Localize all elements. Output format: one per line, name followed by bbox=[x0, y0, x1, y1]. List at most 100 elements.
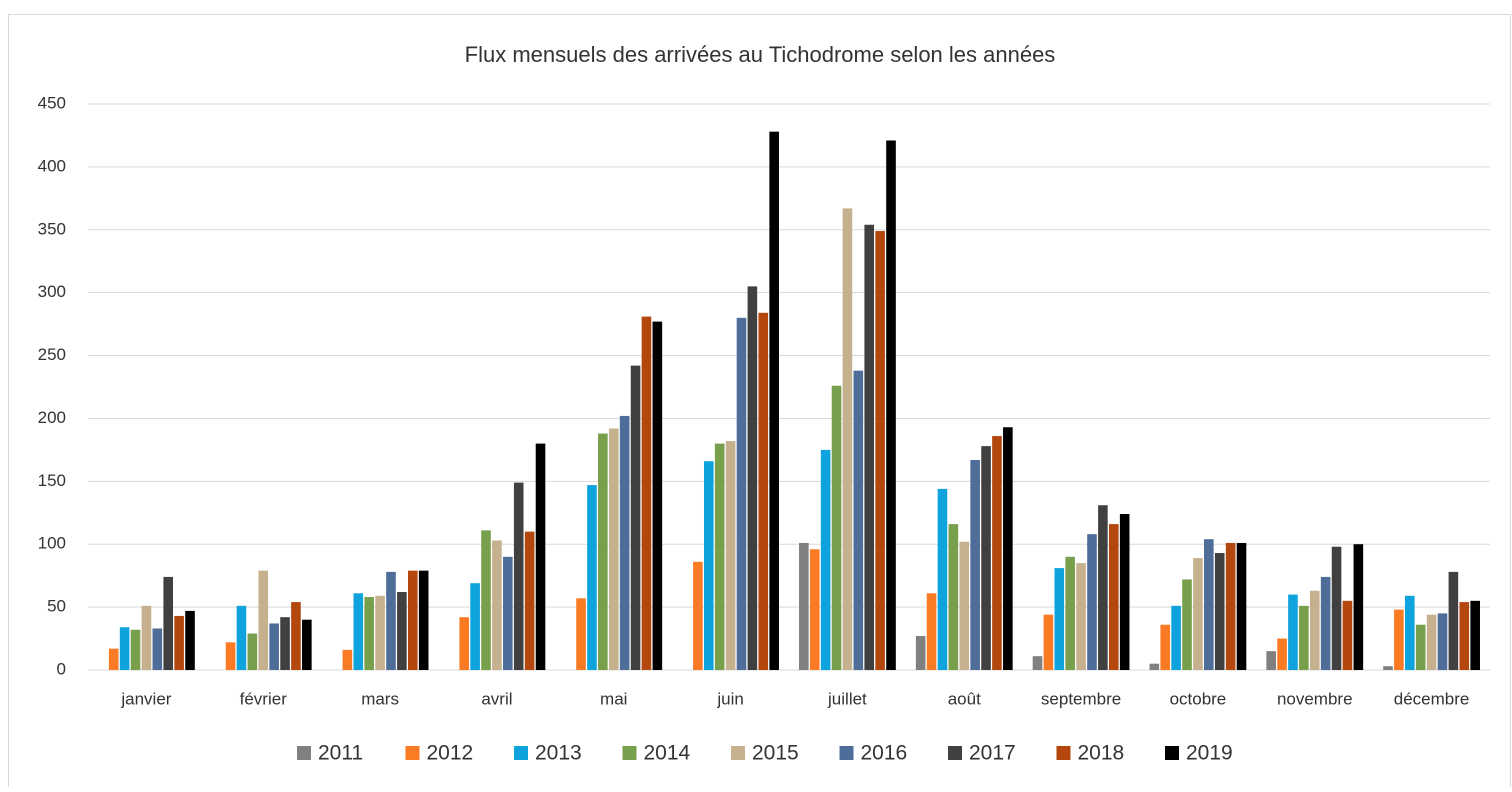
bar bbox=[598, 433, 608, 670]
legend-label: 2019 bbox=[1186, 742, 1233, 765]
bar bbox=[831, 385, 842, 670]
bar bbox=[992, 436, 1002, 670]
bar bbox=[948, 524, 959, 670]
bar bbox=[1459, 602, 1470, 670]
bar bbox=[1182, 579, 1192, 670]
bar bbox=[587, 485, 597, 670]
bar bbox=[364, 597, 374, 670]
bar bbox=[842, 208, 853, 670]
bar bbox=[185, 610, 195, 670]
bar bbox=[937, 488, 948, 670]
bar bbox=[1098, 505, 1108, 670]
bar bbox=[1288, 594, 1298, 670]
bar bbox=[152, 628, 163, 670]
legend-label: 2012 bbox=[427, 742, 474, 765]
legend-swatch bbox=[948, 746, 962, 760]
x-tick-label: janvier bbox=[120, 689, 171, 708]
bar bbox=[1320, 576, 1331, 670]
bar bbox=[236, 605, 247, 670]
bar bbox=[1426, 614, 1437, 670]
legend-swatch bbox=[731, 746, 745, 760]
bar bbox=[1160, 624, 1171, 670]
legend-swatch bbox=[297, 746, 311, 760]
bar bbox=[225, 642, 236, 670]
bar bbox=[1214, 553, 1225, 670]
bar bbox=[247, 633, 258, 670]
bar bbox=[513, 482, 524, 670]
legend-label: 2017 bbox=[969, 742, 1016, 765]
x-tick-label: juin bbox=[716, 689, 743, 708]
y-tick-label: 300 bbox=[38, 282, 66, 301]
bar bbox=[291, 602, 301, 670]
bar bbox=[524, 531, 535, 670]
bar bbox=[130, 629, 141, 670]
bar bbox=[736, 317, 747, 670]
bar bbox=[1448, 571, 1459, 670]
x-tick-label: septembre bbox=[1041, 689, 1121, 708]
bar bbox=[119, 627, 130, 670]
bar bbox=[1076, 563, 1086, 670]
y-tick-label: 50 bbox=[47, 597, 66, 616]
bar bbox=[386, 571, 396, 670]
bar bbox=[141, 605, 152, 670]
bar bbox=[714, 443, 725, 670]
bar bbox=[1309, 590, 1320, 670]
bar bbox=[418, 570, 429, 670]
bar bbox=[1043, 614, 1054, 670]
legend-label: 2014 bbox=[644, 742, 691, 765]
bar bbox=[353, 593, 364, 670]
bar bbox=[535, 443, 546, 670]
bar bbox=[1225, 542, 1236, 670]
legend-swatch bbox=[514, 746, 528, 760]
x-tick-label: novembre bbox=[1277, 689, 1353, 708]
bar bbox=[915, 636, 926, 670]
y-tick-label: 350 bbox=[38, 219, 66, 238]
x-tick-label: août bbox=[948, 689, 981, 708]
bar bbox=[108, 648, 119, 670]
bar bbox=[1342, 600, 1353, 670]
bar bbox=[174, 615, 184, 670]
bar bbox=[747, 286, 758, 670]
bar bbox=[1087, 534, 1097, 670]
bar bbox=[1032, 656, 1043, 670]
bar bbox=[1353, 544, 1364, 670]
legend-swatch bbox=[622, 746, 637, 760]
legend-label: 2015 bbox=[752, 742, 799, 765]
legend-swatch bbox=[839, 746, 854, 760]
bar bbox=[608, 428, 619, 670]
bar bbox=[503, 556, 513, 670]
bar bbox=[970, 459, 980, 670]
bar bbox=[1171, 605, 1181, 670]
bar bbox=[1119, 514, 1130, 670]
x-tick-label: décembre bbox=[1394, 689, 1470, 708]
legend-label: 2016 bbox=[861, 742, 908, 765]
legend-label: 2018 bbox=[1078, 742, 1125, 765]
bar bbox=[302, 619, 312, 670]
legend-swatch bbox=[405, 746, 420, 760]
bar bbox=[258, 570, 269, 670]
bar bbox=[809, 549, 820, 670]
bar bbox=[1266, 651, 1276, 670]
y-tick-label: 450 bbox=[38, 93, 66, 112]
bar bbox=[853, 370, 864, 670]
bar bbox=[342, 649, 353, 670]
bar bbox=[1204, 539, 1214, 670]
legend-swatch bbox=[1056, 746, 1071, 760]
bar bbox=[619, 415, 630, 670]
x-tick-label: octobre bbox=[1170, 689, 1227, 708]
bar bbox=[1065, 556, 1075, 670]
bar bbox=[1299, 605, 1309, 670]
y-tick-label: 250 bbox=[38, 345, 66, 364]
y-tick-label: 0 bbox=[57, 659, 66, 678]
bar bbox=[641, 316, 652, 670]
bar bbox=[576, 598, 586, 670]
bar bbox=[1470, 600, 1480, 670]
bar bbox=[758, 312, 769, 670]
bar bbox=[1437, 613, 1448, 670]
bar bbox=[652, 321, 663, 670]
legend-label: 2013 bbox=[535, 742, 582, 765]
x-tick-label: juillet bbox=[827, 689, 867, 708]
bar bbox=[492, 540, 502, 670]
bar bbox=[407, 570, 418, 670]
